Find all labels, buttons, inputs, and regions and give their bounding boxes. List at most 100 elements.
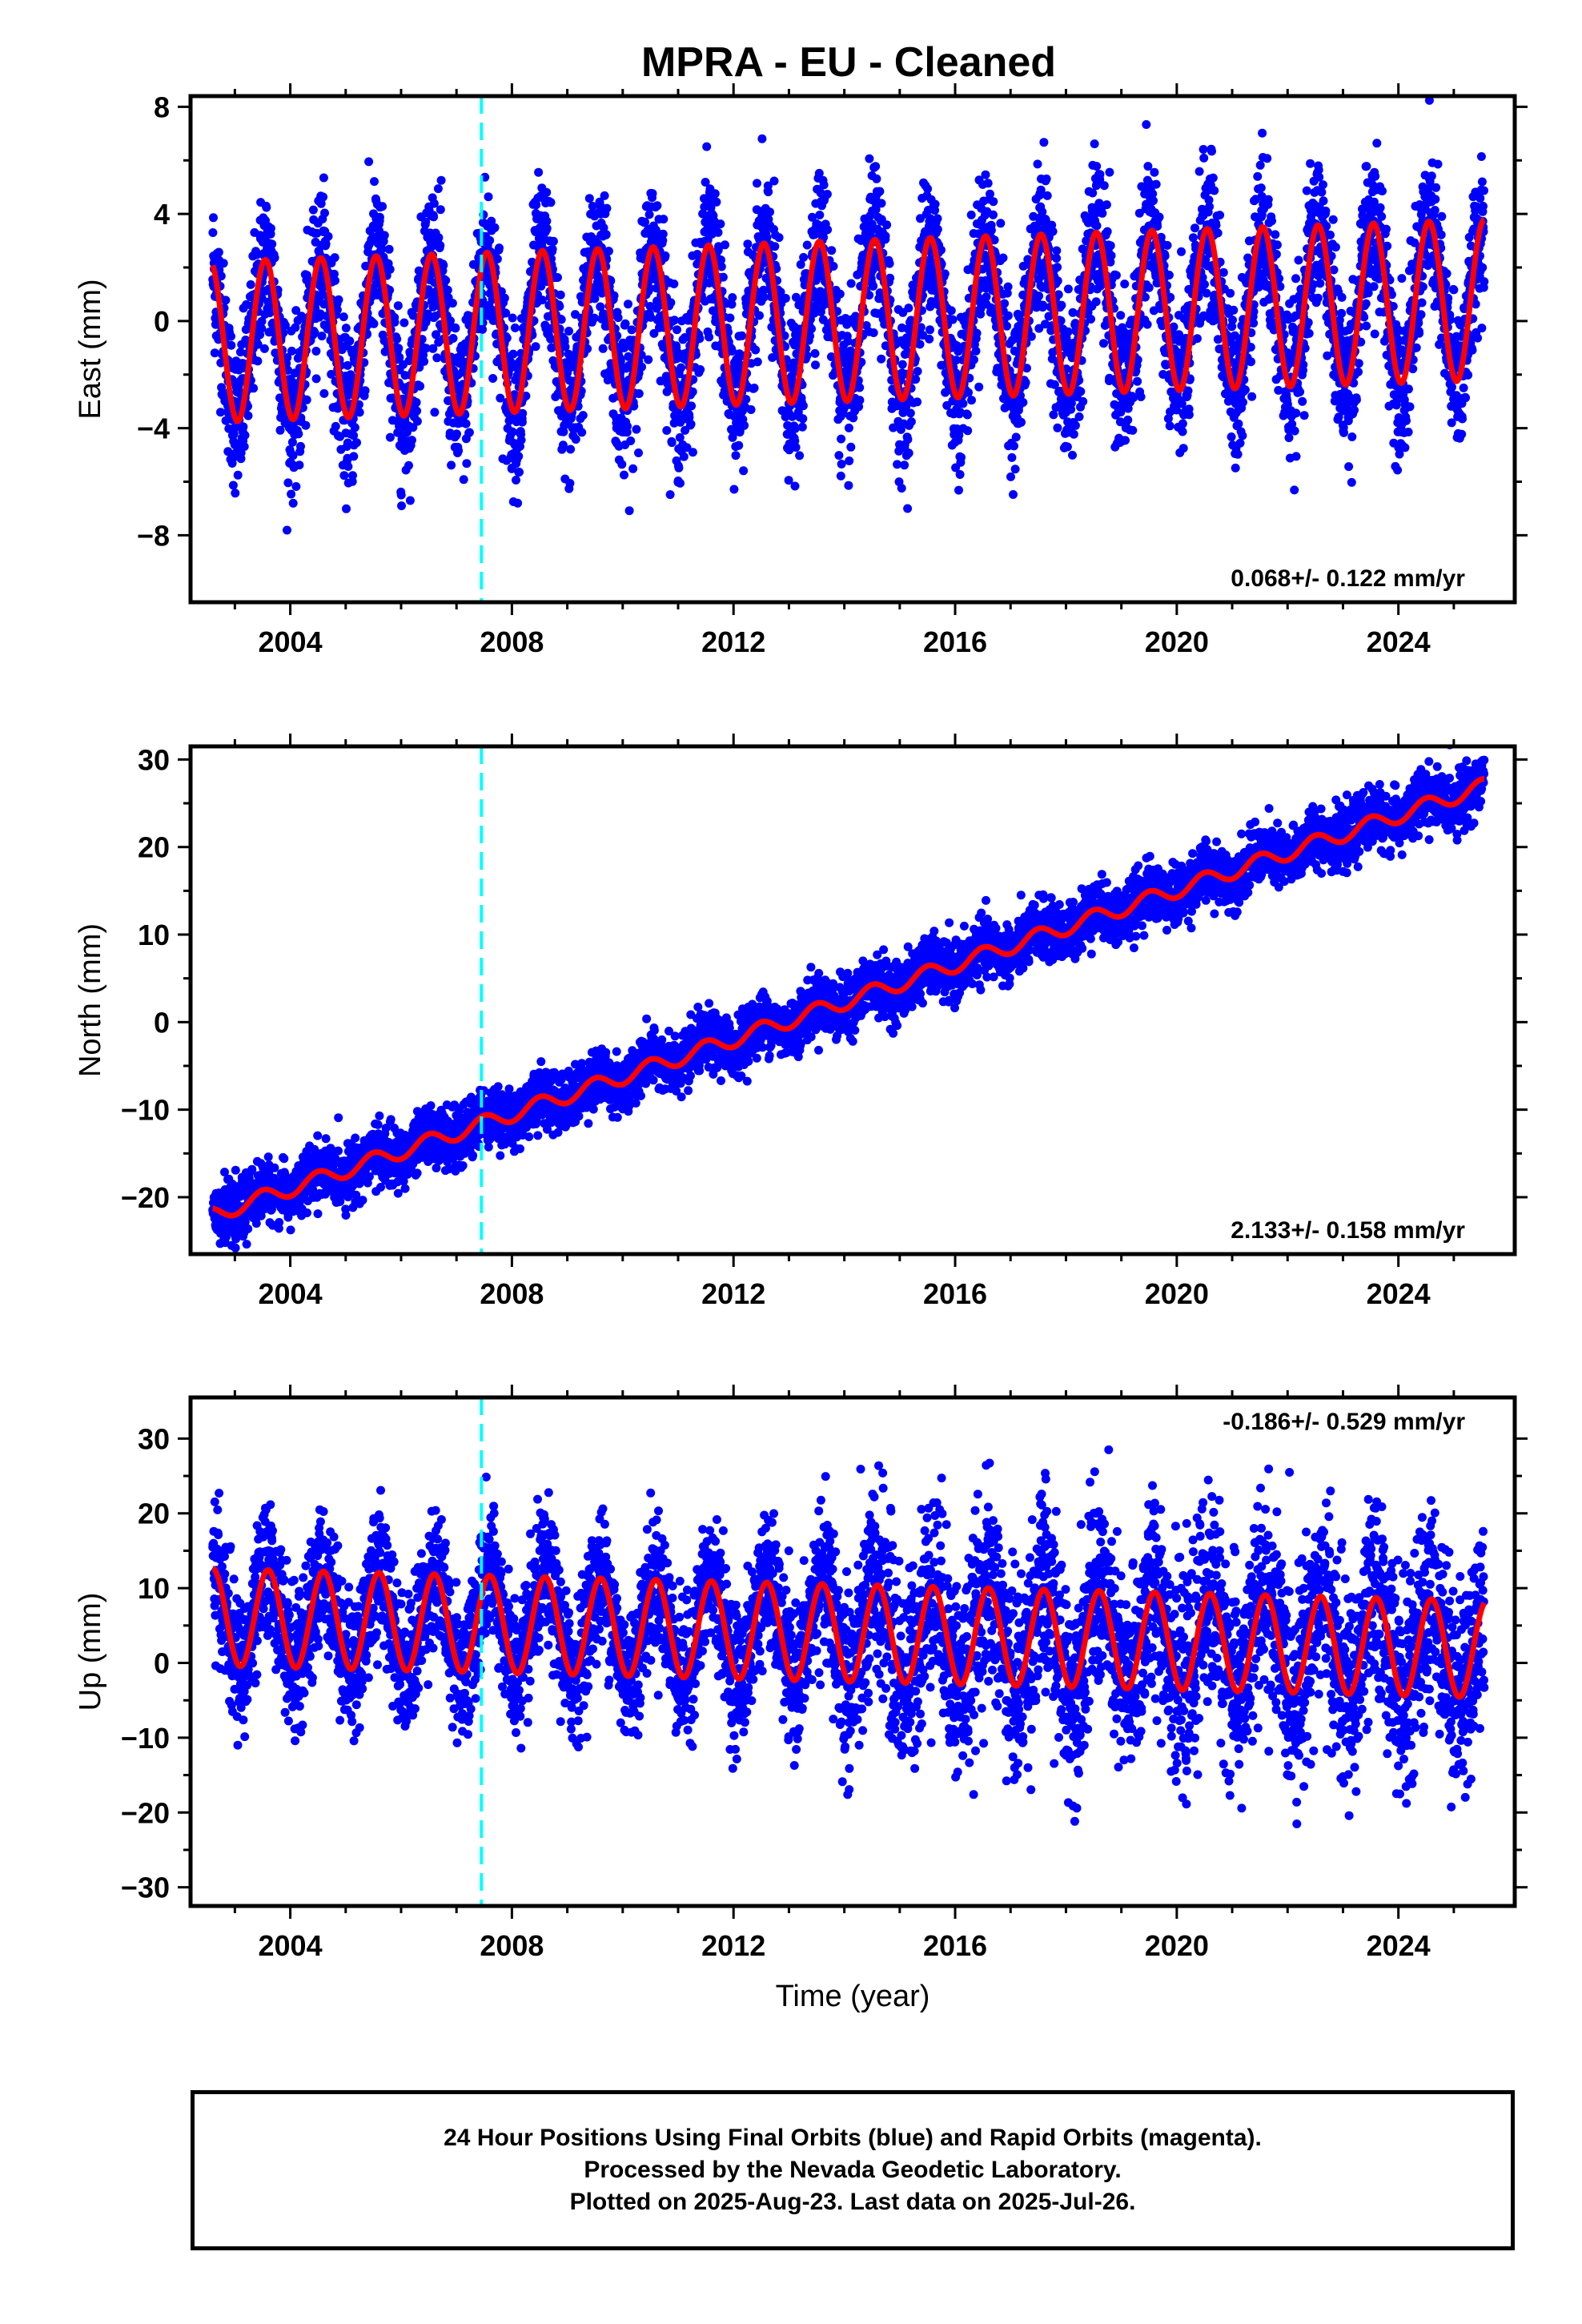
data-point bbox=[428, 344, 438, 353]
data-point bbox=[316, 199, 326, 208]
data-point bbox=[1106, 241, 1115, 251]
data-point bbox=[342, 504, 351, 513]
data-point bbox=[872, 174, 881, 183]
data-point bbox=[1184, 410, 1194, 420]
data-point bbox=[429, 212, 439, 222]
data-point bbox=[834, 451, 844, 460]
data-point bbox=[537, 296, 547, 305]
data-point bbox=[634, 448, 643, 457]
data-point bbox=[827, 246, 837, 255]
data-point bbox=[791, 443, 801, 452]
data-point bbox=[267, 239, 277, 249]
plot-area-east bbox=[208, 96, 1489, 602]
data-point bbox=[1256, 183, 1266, 193]
data-point bbox=[495, 243, 504, 253]
data-point bbox=[1228, 316, 1237, 325]
data-point bbox=[1009, 490, 1018, 499]
data-point bbox=[1053, 276, 1062, 286]
data-point bbox=[1052, 246, 1062, 255]
data-point bbox=[430, 408, 440, 417]
data-point bbox=[1006, 472, 1015, 481]
data-point bbox=[1018, 398, 1028, 407]
data-point bbox=[906, 417, 916, 427]
data-point bbox=[219, 259, 228, 268]
data-point bbox=[542, 216, 552, 226]
data-point bbox=[822, 190, 832, 199]
data-point bbox=[1086, 315, 1095, 324]
data-point bbox=[1178, 427, 1187, 436]
data-point bbox=[658, 229, 668, 239]
data-point bbox=[731, 451, 741, 460]
data-point bbox=[903, 435, 913, 444]
data-point bbox=[1219, 267, 1228, 277]
data-point bbox=[628, 464, 638, 473]
data-point bbox=[1247, 392, 1257, 401]
data-point bbox=[210, 348, 219, 358]
data-point bbox=[577, 428, 587, 437]
data-point bbox=[637, 362, 646, 372]
data-point bbox=[402, 428, 412, 437]
data-point bbox=[1235, 438, 1245, 448]
data-point bbox=[798, 401, 808, 411]
data-point bbox=[364, 157, 374, 167]
data-point bbox=[558, 440, 568, 450]
data-point bbox=[1078, 396, 1088, 406]
data-point bbox=[964, 388, 973, 397]
data-point bbox=[602, 203, 612, 213]
data-point bbox=[419, 350, 428, 360]
data-point bbox=[667, 438, 677, 448]
data-point bbox=[648, 189, 657, 199]
data-point bbox=[904, 448, 913, 458]
data-point bbox=[532, 200, 541, 210]
data-point bbox=[627, 325, 636, 335]
data-point bbox=[662, 426, 672, 435]
data-point bbox=[855, 396, 865, 405]
data-point bbox=[370, 177, 379, 187]
data-point bbox=[1076, 387, 1086, 396]
data-point bbox=[339, 471, 349, 480]
data-point bbox=[1258, 128, 1267, 138]
data-point bbox=[948, 315, 958, 324]
data-point bbox=[385, 264, 395, 274]
data-point bbox=[317, 332, 327, 341]
data-point bbox=[1143, 162, 1153, 171]
data-point bbox=[223, 447, 233, 456]
data-point bbox=[214, 247, 223, 257]
data-point bbox=[882, 220, 892, 230]
data-point bbox=[903, 504, 913, 513]
data-point bbox=[334, 295, 343, 304]
data-point bbox=[369, 319, 379, 328]
data-point bbox=[596, 302, 605, 312]
data-point bbox=[674, 463, 684, 472]
data-point bbox=[454, 446, 464, 456]
data-point bbox=[287, 489, 296, 499]
data-point bbox=[429, 199, 439, 208]
data-point bbox=[446, 316, 455, 326]
data-point bbox=[436, 175, 446, 185]
data-point bbox=[283, 353, 292, 362]
data-point bbox=[1095, 170, 1105, 179]
data-point bbox=[583, 344, 592, 353]
data-point bbox=[746, 405, 756, 414]
data-point bbox=[765, 207, 774, 217]
data-point bbox=[755, 311, 764, 320]
data-point bbox=[1121, 436, 1130, 445]
data-point bbox=[462, 459, 472, 468]
data-point bbox=[1074, 412, 1084, 421]
data-point bbox=[280, 320, 290, 330]
data-point bbox=[998, 253, 1008, 263]
data-point bbox=[1151, 179, 1161, 189]
data-point bbox=[1165, 421, 1174, 431]
data-point bbox=[1003, 282, 1013, 292]
data-point bbox=[837, 460, 846, 468]
data-point bbox=[869, 281, 878, 291]
data-point bbox=[1123, 415, 1133, 424]
data-point bbox=[982, 292, 991, 302]
data-point bbox=[877, 199, 886, 208]
data-point bbox=[764, 187, 773, 197]
data-point bbox=[343, 462, 353, 471]
data-point bbox=[584, 194, 594, 203]
data-point bbox=[1164, 271, 1174, 279]
data-point bbox=[1111, 271, 1121, 280]
